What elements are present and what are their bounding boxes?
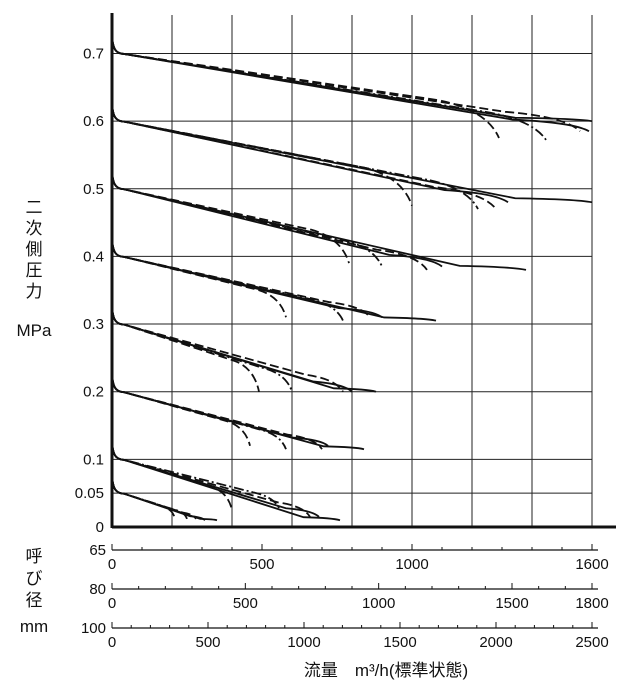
size-axis-label-char: 径 bbox=[26, 591, 43, 610]
y-axis-label-char: 次 bbox=[26, 219, 43, 238]
curve-solid bbox=[111, 469, 218, 522]
size-axis-unit: mm bbox=[20, 617, 48, 636]
flow-tick-label: 1500 bbox=[495, 595, 528, 612]
y-tick-label: 0.6 bbox=[83, 113, 104, 130]
flow-tick-label: 1500 bbox=[383, 634, 416, 651]
axes bbox=[110, 13, 616, 629]
flow-tick-label: 2500 bbox=[575, 634, 608, 651]
size-axis-label-char: 呼 bbox=[26, 547, 43, 566]
flow-tick-label: 1000 bbox=[395, 556, 428, 573]
curve-dash-dot bbox=[111, 97, 479, 210]
y-tick-label: 0 bbox=[96, 519, 104, 536]
curve-dashed bbox=[111, 165, 428, 271]
nominal-size-label: 65 bbox=[89, 542, 106, 559]
flow-tick-label: 0 bbox=[108, 556, 116, 573]
curve-solid bbox=[111, 368, 329, 447]
curve-solid bbox=[111, 300, 377, 393]
flow-tick-label: 1000 bbox=[362, 595, 395, 612]
size-axis-label-char: び bbox=[26, 569, 43, 588]
curve-dashed bbox=[111, 435, 311, 518]
curve-dashed bbox=[111, 97, 497, 210]
flow-tick-label: 1800 bbox=[575, 595, 608, 612]
curve-solid bbox=[111, 29, 590, 133]
curve-solid bbox=[111, 165, 527, 271]
flow-tick-label: 1000 bbox=[287, 634, 320, 651]
y-axis-label-char: 圧 bbox=[26, 261, 43, 280]
flow-tick-label: 0 bbox=[108, 634, 116, 651]
curve-solid bbox=[111, 435, 341, 522]
flow-tick-label: 500 bbox=[249, 556, 274, 573]
x-axis-label: 流量 m³/h(標準状態) bbox=[304, 661, 468, 680]
curve-dashed bbox=[111, 300, 260, 392]
flow-tick-label: 0 bbox=[108, 595, 116, 612]
curve-solid bbox=[111, 232, 437, 322]
y-tick-label: 0.5 bbox=[83, 181, 104, 198]
y-tick-label: 0.05 bbox=[75, 485, 104, 502]
nominal-size-label: 100 bbox=[81, 620, 106, 637]
y-axis-label-char: 側 bbox=[26, 240, 43, 259]
y-axis-unit: MPa bbox=[17, 321, 53, 340]
curve-dash-dot bbox=[111, 368, 287, 450]
nominal-size-label: 80 bbox=[89, 581, 106, 598]
y-axis-label-char: 力 bbox=[26, 282, 43, 301]
y-tick-label: 0.7 bbox=[83, 45, 104, 62]
y-tick-label: 0.3 bbox=[83, 316, 104, 333]
curve-dashed bbox=[111, 300, 344, 393]
y-tick-label: 0.1 bbox=[83, 451, 104, 468]
flow-tick-label: 500 bbox=[233, 595, 258, 612]
y-axis-label-char: 二 bbox=[26, 198, 43, 217]
flow-tick-label: 2000 bbox=[479, 634, 512, 651]
flow-tick-label: 500 bbox=[195, 634, 220, 651]
flow-tick-label: 1600 bbox=[575, 556, 608, 573]
y-tick-label: 0.4 bbox=[83, 248, 104, 265]
curve-dash-dot bbox=[111, 232, 344, 322]
y-tick-label: 0.2 bbox=[83, 384, 104, 401]
